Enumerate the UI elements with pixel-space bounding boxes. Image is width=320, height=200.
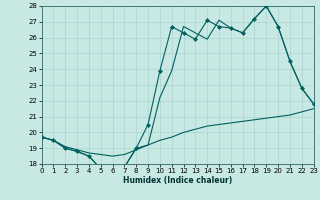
X-axis label: Humidex (Indice chaleur): Humidex (Indice chaleur) — [123, 176, 232, 185]
